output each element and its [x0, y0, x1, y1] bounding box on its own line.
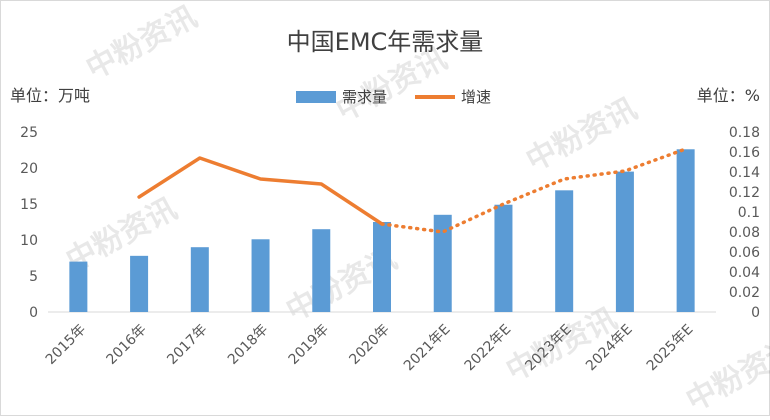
- bar-demand: [615, 171, 634, 312]
- bar-demand: [433, 214, 452, 312]
- x-axis-category-label: 2021年E: [401, 322, 454, 375]
- right-axis-tick-label: 0.12: [729, 185, 760, 201]
- right-axis-tick-label: 0.06: [729, 245, 760, 261]
- legend-label-demand: 需求量: [342, 88, 388, 106]
- bar-demand: [494, 204, 513, 312]
- legend-label-growth: 增速: [461, 88, 492, 106]
- right-axis-tick-label: 0.04: [729, 265, 760, 281]
- bar-demand: [190, 247, 209, 312]
- right-axis-tick-label: 0.16: [729, 145, 760, 161]
- right-axis-unit: 单位：%: [696, 86, 760, 105]
- bar-demand: [312, 229, 331, 312]
- x-axis-category-label: 2022年E: [462, 322, 515, 375]
- right-axis-tick-label: 0.08: [729, 225, 760, 241]
- left-axis-tick-label: 20: [20, 161, 38, 177]
- line-growth-actual: [137, 156, 384, 226]
- legend: 需求量 增速: [296, 86, 519, 107]
- left-axis-tick-label: 0: [29, 305, 38, 321]
- right-axis-tick-label: 0.1: [738, 205, 760, 221]
- right-axis-tick-label: 0.02: [729, 285, 760, 301]
- legend-bar-swatch: [296, 90, 336, 103]
- legend-item-growth: 增速: [415, 86, 491, 107]
- x-axis-category-label: 2018年: [225, 322, 271, 368]
- bar-demand: [373, 222, 391, 312]
- left-axis-unit: 单位：万吨: [10, 86, 91, 105]
- right-axis-tick-label: 0.18: [729, 125, 760, 141]
- x-axis-category-label: 2016年: [104, 322, 150, 368]
- bar-demand: [251, 239, 270, 312]
- x-axis-category-label: 2015年: [43, 322, 89, 368]
- bar-demand: [676, 149, 695, 312]
- left-axis-tick-label: 10: [20, 233, 38, 249]
- line-growth-forecast: [380, 147, 688, 234]
- left-axis-tick-label: 15: [20, 197, 38, 213]
- x-axis-category-label: 2024年E: [583, 322, 636, 375]
- bar-demand: [555, 190, 574, 312]
- right-axis-tick-label: 0: [751, 305, 760, 321]
- x-axis-category-label: 2020年: [346, 322, 392, 368]
- legend-line-swatch: [415, 94, 456, 99]
- left-axis-tick-label: 25: [20, 125, 38, 141]
- x-axis-category-label: 2017年: [164, 322, 210, 368]
- right-axis-tick-label: 0.14: [729, 165, 760, 181]
- chart-title: 中国EMC年需求量: [286, 28, 484, 56]
- left-axis-tick-label: 5: [29, 269, 38, 285]
- x-axis-category-label: 2019年: [286, 322, 332, 368]
- legend-item-demand: 需求量: [296, 86, 387, 107]
- x-axis-category-label: 2023年E: [522, 322, 575, 375]
- bar-demand: [69, 261, 88, 312]
- bar-demand: [130, 255, 149, 312]
- x-axis-category-label: 2025年E: [644, 322, 697, 375]
